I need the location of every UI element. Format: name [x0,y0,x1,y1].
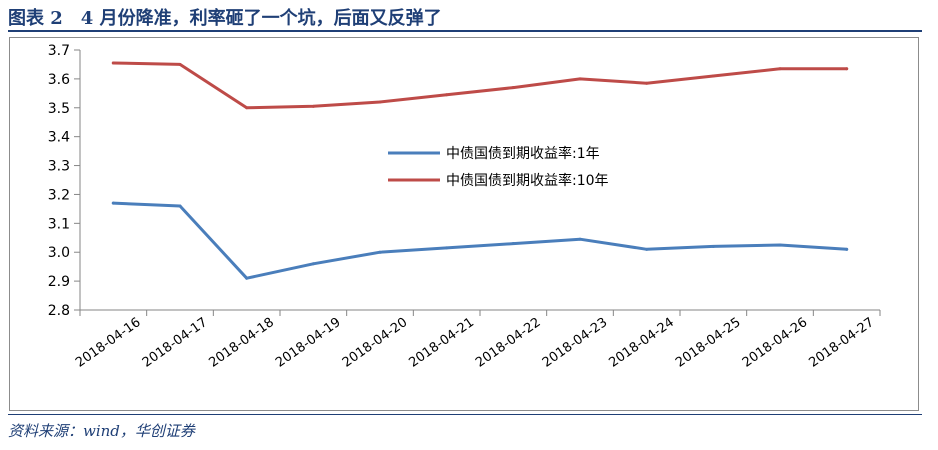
x-tick-label: 2018-04-24 [606,315,677,371]
data-point [178,204,182,208]
data-point [445,246,449,250]
data-point [778,67,782,71]
data-point [178,62,182,66]
x-tick-label: 2018-04-18 [206,315,277,371]
x-tick-label: 2018-04-20 [340,315,411,371]
data-point [245,276,249,280]
data-point [378,100,382,104]
y-tick-label: 3.0 [48,245,70,261]
data-point [111,61,115,65]
y-tick-label: 2.9 [48,274,70,290]
data-point [311,262,315,266]
data-point [645,247,649,251]
data-point [111,201,115,205]
data-point [711,244,715,248]
x-tick-label: 2018-04-23 [540,315,611,371]
series-line-1y [111,201,849,280]
series-line-10y [111,61,849,110]
data-point [778,243,782,247]
x-tick-label: 2018-04-16 [73,315,144,371]
data-point [511,242,515,246]
data-point [378,250,382,254]
y-tick-label: 3.7 [48,43,70,59]
legend-label: 中债国债到期收益率:10年 [446,172,609,189]
data-point [578,237,582,241]
x-tick-label: 2018-04-21 [406,315,477,371]
y-tick-label: 3.6 [48,72,70,88]
data-point [311,104,315,108]
x-tick-label: 2018-04-26 [740,315,811,371]
x-tick-label: 2018-04-27 [806,315,877,371]
y-tick-label: 3.2 [48,187,70,203]
title-rule [8,30,922,32]
y-tick-label: 2.8 [48,303,70,319]
source-note: 资料来源：wind，华创证券 [8,422,195,440]
data-point [711,74,715,78]
y-tick-label: 3.1 [48,216,70,232]
data-point [578,77,582,81]
series-layer [111,61,849,280]
y-tick-label: 3.3 [48,159,70,175]
data-point [645,81,649,85]
y-tick-label: 3.4 [48,130,70,146]
x-tick-label: 2018-04-17 [140,315,211,371]
y-axis: 2.8 2.9 3.0 3.1 3.2 3.3 3.4 3.5 3.6 3.7 [48,43,81,319]
data-point [245,106,249,110]
figure-title: 图表 2 4 月份降准，利率砸了一个坑，后面又反弹了 [8,8,442,29]
x-axis: 2018-04-162018-04-172018-04-182018-04-19… [73,309,881,371]
x-tick-label: 2018-04-22 [473,315,544,371]
footer-rule [8,414,922,415]
y-tick-label: 3.5 [48,101,70,117]
data-point [445,93,449,97]
data-point [845,67,849,71]
x-tick-label: 2018-04-19 [273,315,344,371]
data-point [845,247,849,251]
data-point [511,86,515,90]
legend-label: 中债国债到期收益率:1年 [446,145,600,162]
chart-frame [9,37,919,411]
x-tick-label: 2018-04-25 [673,315,744,371]
